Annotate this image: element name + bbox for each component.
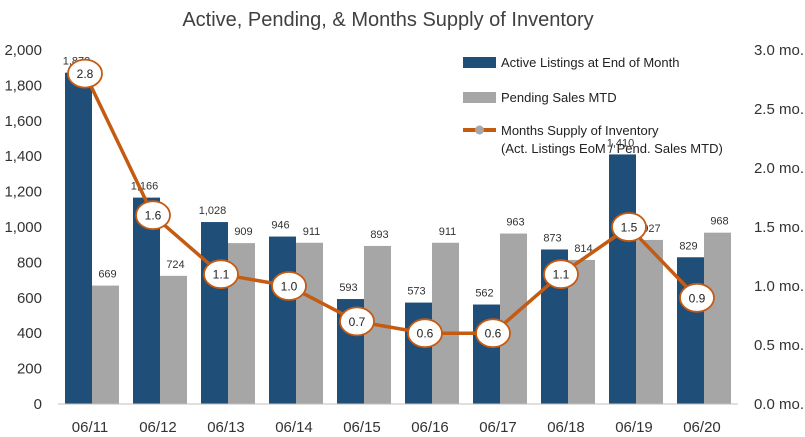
bar-label-active-06-15: 593 [339, 282, 357, 294]
y-right-tick-label-3: 1.5 mo. [754, 219, 804, 236]
x-tick-label-06-14: 06/14 [275, 419, 313, 436]
y-right-tick-label-2: 1.0 mo. [754, 278, 804, 295]
x-tick-label-06-19: 06/19 [615, 419, 653, 436]
months-supply-marker-06-11 [67, 58, 103, 89]
chart-title: Active, Pending, & Months Supply of Inve… [182, 9, 593, 31]
bar-label-active-06-17: 562 [475, 288, 493, 300]
bar-label-pending-06-16: 911 [439, 226, 457, 238]
legend: Active Listings at End of Month Pending … [463, 55, 723, 156]
bar-label-pending-06-11: 669 [98, 269, 116, 281]
months-supply-label-06-18: 1.1 [553, 268, 570, 282]
x-tick-label-06-18: 06/18 [547, 419, 585, 436]
y-left-tick-label-6: 1,200 [4, 184, 42, 201]
y-left-tick-label-3: 600 [17, 290, 42, 307]
y-left-tick-label-9: 1,800 [4, 77, 42, 94]
y-left-tick-label-1: 200 [17, 361, 42, 378]
months-supply-label-06-19: 1.5 [621, 221, 638, 235]
months-supply-label-06-12: 1.6 [145, 209, 162, 223]
bar-pending-06-17 [500, 233, 527, 404]
legend-label-pending: Pending Sales MTD [501, 90, 617, 105]
bar-pending-06-14 [296, 242, 323, 404]
legend-swatch-active [463, 57, 496, 68]
months-supply-marker-06-18 [543, 259, 579, 290]
y-left-tick-label-8: 1,600 [4, 113, 42, 130]
bar-label-active-06-14: 946 [271, 220, 289, 232]
bar-label-pending-06-12: 724 [166, 259, 184, 271]
months-supply-label-06-20: 0.9 [689, 291, 706, 305]
x-tick-label-06-20: 06/20 [683, 419, 721, 436]
bar-pending-06-12 [160, 275, 187, 404]
bar-label-pending-06-20: 968 [710, 216, 728, 228]
bar-label-pending-06-14: 911 [303, 226, 321, 238]
bar-label-active-06-16: 573 [407, 286, 425, 298]
bar-label-pending-06-13: 909 [234, 226, 252, 238]
bar-label-pending-06-17: 963 [506, 217, 524, 229]
bar-label-active-06-20: 829 [679, 240, 697, 252]
legend-label-active: Active Listings at End of Month [501, 55, 679, 70]
bar-active-06-19 [609, 154, 636, 404]
y-left-tick-label-0: 0 [34, 396, 42, 413]
bar-active-06-14 [269, 236, 296, 404]
legend-swatch-months-supply-marker [475, 125, 484, 135]
bar-pending-06-19 [636, 239, 663, 404]
bar-label-pending-06-19: 927 [642, 223, 660, 235]
y-right-tick-label-5: 2.5 mo. [754, 101, 804, 118]
bar-active-06-16 [405, 302, 432, 404]
legend-swatch-pending [463, 92, 496, 103]
months-supply-marker-06-13 [203, 259, 239, 290]
bar-label-active-06-13: 1,028 [199, 205, 227, 217]
months-supply-label-06-16: 0.6 [417, 327, 434, 341]
months-supply-label-06-13: 1.1 [213, 268, 230, 282]
months-supply-marker-06-15 [339, 306, 375, 337]
months-supply-marker-06-17 [475, 318, 511, 349]
months-supply-label-06-17: 0.6 [485, 327, 502, 341]
months-supply-marker-06-20 [679, 282, 715, 313]
line-layer: 2.8 1.6 1.1 1.0 0.7 0.6 0.6 1.1 1.5 0.9 [67, 58, 715, 349]
x-tick-label-06-17: 06/17 [479, 419, 517, 436]
x-tick-label-06-13: 06/13 [207, 419, 245, 436]
y-left-tick-label-7: 1,400 [4, 148, 42, 165]
bar-label-active-06-19: 1,410 [607, 137, 635, 149]
months-supply-label-06-11: 2.8 [77, 67, 94, 81]
months-supply-marker-06-12 [135, 200, 171, 231]
bar-label-pending-06-15: 893 [370, 229, 388, 241]
months-supply-marker-06-14 [271, 271, 307, 301]
y-right-tick-label-6: 3.0 mo. [754, 42, 804, 59]
y-right-tick-label-0: 0.0 mo. [754, 396, 804, 413]
y-left-tick-label-5: 1,000 [4, 219, 42, 236]
bar-pending-06-11 [92, 285, 119, 404]
legend-label-months-supply: Months Supply of Inventory [501, 123, 659, 138]
axes-layer: 06/11 06/12 06/13 06/14 06/15 06/16 06/17 06/18… [4, 42, 804, 436]
bar-label-active-06-12: 1,166 [131, 181, 159, 193]
bars-layer: 1,8726691,1667241,0289099469115938935739… [63, 56, 731, 404]
x-tick-label-06-16: 06/16 [411, 419, 449, 436]
x-tick-label-06-15: 06/15 [343, 419, 381, 436]
months-supply-marker-06-19 [611, 212, 647, 242]
bar-label-pending-06-18: 814 [574, 243, 592, 255]
months-supply-label-06-14: 1.0 [281, 280, 298, 294]
months-supply-marker-06-16 [407, 318, 443, 349]
bar-active-06-13 [201, 222, 228, 404]
months-supply-line [83, 72, 699, 335]
y-right-tick-label-1: 0.5 mo. [754, 337, 804, 354]
y-left-tick-label-10: 2,000 [4, 42, 42, 59]
x-tick-label-06-12: 06/12 [139, 419, 177, 436]
y-right-tick-label-4: 2.0 mo. [754, 160, 804, 177]
y-left-tick-label-2: 400 [17, 325, 42, 342]
legend-label-months-supply-formula: (Act. Listings EoM / Pend. Sales MTD) [501, 141, 723, 156]
y-left-tick-label-4: 800 [17, 254, 42, 271]
bar-active-06-12 [133, 197, 160, 404]
bar-active-06-11 [65, 72, 92, 404]
bar-pending-06-20 [704, 232, 731, 404]
bar-label-active-06-18: 873 [543, 232, 561, 244]
months-supply-label-06-15: 0.7 [349, 315, 366, 329]
x-tick-label-06-11: 06/11 [72, 419, 108, 436]
